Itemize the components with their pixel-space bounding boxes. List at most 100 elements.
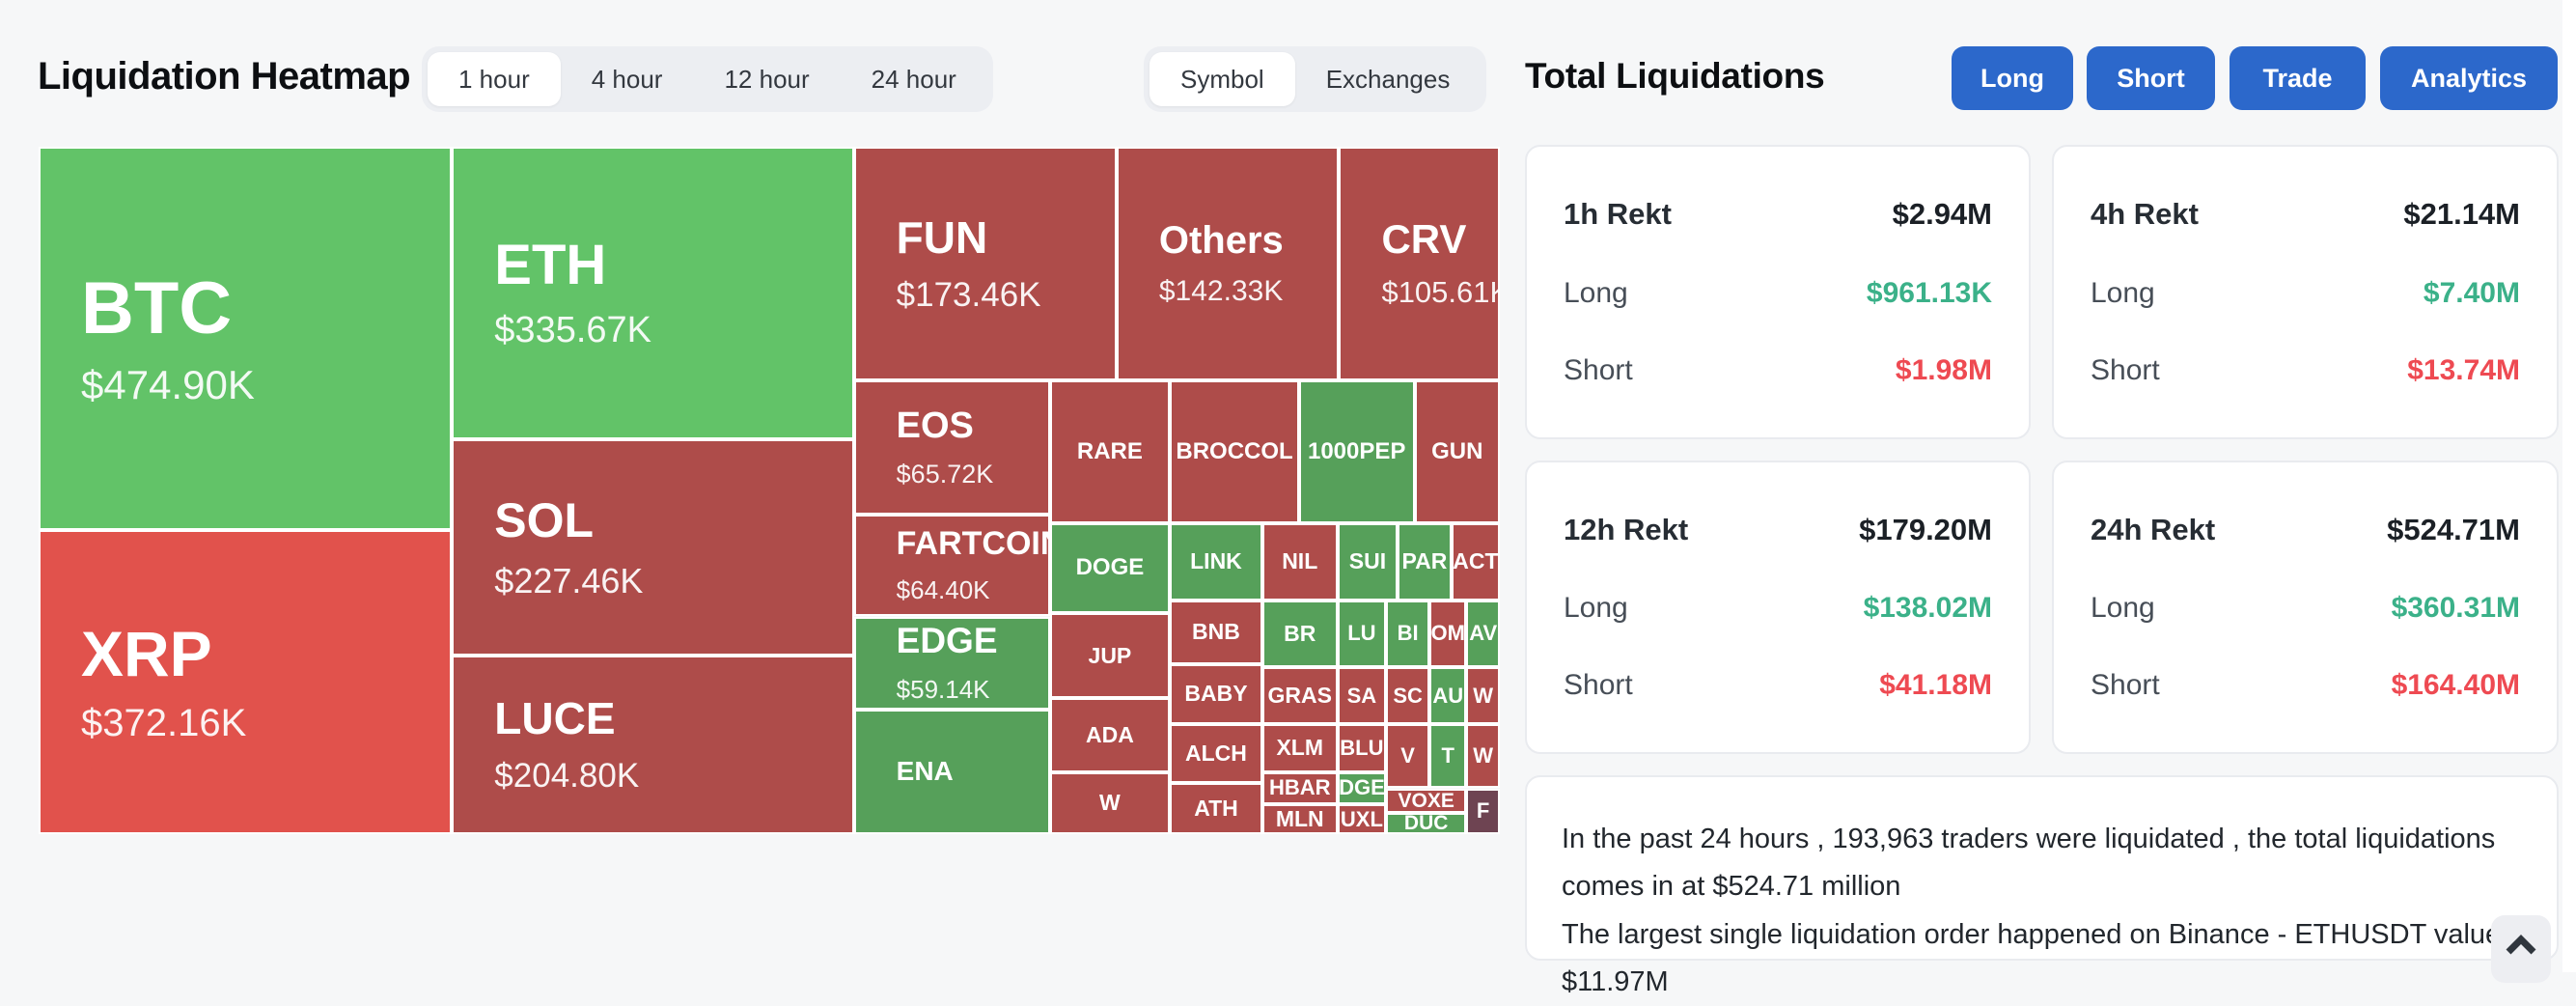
tab-1-hour[interactable]: 1 hour <box>428 52 561 106</box>
period-total: $21.14M <box>2403 197 2520 231</box>
treemap-cell-edge[interactable]: EDGE $59.14K <box>853 616 1050 711</box>
treemap-cell-doge[interactable]: DOGE <box>1049 522 1171 614</box>
treemap-cell-sui[interactable]: SUI <box>1337 522 1399 601</box>
treemap-cell-bi[interactable]: BI <box>1386 600 1430 668</box>
cell-symbol: GUN <box>1431 437 1483 464</box>
treemap-cell-sol[interactable]: SOL $227.46K <box>452 439 854 657</box>
cell-symbol: BROCCOL <box>1176 437 1293 464</box>
treemap-cell-mln[interactable]: MLN <box>1261 804 1338 834</box>
treemap-cell-om[interactable]: OM <box>1429 600 1467 668</box>
trade-button[interactable]: Trade <box>2230 46 2366 110</box>
period-total: $179.20M <box>1859 513 1992 546</box>
tab-24-hour[interactable]: 24 hour <box>871 64 956 94</box>
treemap-cell-w[interactable]: W <box>1466 667 1500 725</box>
treemap-cell-rare[interactable]: RARE <box>1049 380 1171 523</box>
rekt-card-1h: 1h Rekt $2.94M Long $961.13K Short $1.98M <box>1525 145 2031 439</box>
treemap-cell-baby[interactable]: BABY <box>1170 663 1262 725</box>
cell-symbol: XLM <box>1276 735 1323 761</box>
treemap-cell-gras[interactable]: GRAS <box>1261 667 1338 725</box>
treemap-cell-others[interactable]: Others $142.33K <box>1116 147 1340 381</box>
treemap-cell-w[interactable]: W <box>1466 724 1500 789</box>
liquidation-summary: In the past 24 hours , 193,963 traders w… <box>1525 775 2559 997</box>
treemap-cell-blu[interactable]: BLU <box>1337 724 1387 772</box>
cell-symbol: BLU <box>1340 735 1384 760</box>
tab-12-hour[interactable]: 12 hour <box>724 64 810 94</box>
period-label: 12h Rekt <box>1564 513 1689 546</box>
cell-value: $474.90K <box>81 362 255 408</box>
period-label: 1h Rekt <box>1564 197 1672 231</box>
cell-symbol: NIL <box>1282 548 1318 574</box>
treemap-cell-nil[interactable]: NIL <box>1261 522 1338 601</box>
treemap-cell-lu[interactable]: LU <box>1337 600 1387 668</box>
treemap-cell-fartcoin[interactable]: FARTCOIN $64.40K <box>853 515 1050 617</box>
treemap-cell-f[interactable]: F <box>1466 788 1500 834</box>
analytics-button[interactable]: Analytics <box>2380 46 2558 110</box>
toggle-exchanges[interactable]: Exchanges <box>1325 64 1451 94</box>
short-value: $41.18M <box>1879 669 1992 701</box>
treemap-cell-v[interactable]: V <box>1386 724 1430 789</box>
treemap-cell-uxl[interactable]: UXL <box>1337 804 1387 834</box>
treemap-cell-av[interactable]: AV <box>1466 600 1500 668</box>
cell-symbol: JUP <box>1088 642 1132 668</box>
treemap-cell-fun[interactable]: FUN $173.46K <box>853 147 1117 381</box>
short-value: $1.98M <box>1895 354 1992 386</box>
short-button[interactable]: Short <box>2087 46 2215 110</box>
long-button[interactable]: Long <box>1952 46 2073 110</box>
treemap-cell-br[interactable]: BR <box>1261 600 1338 668</box>
treemap-cell-hbar[interactable]: HBAR <box>1261 771 1338 805</box>
cell-symbol: BABY <box>1184 681 1248 707</box>
short-value: $164.40M <box>2391 669 2520 701</box>
cell-symbol: LUCE <box>494 693 616 744</box>
treemap-cell-eos[interactable]: EOS $65.72K <box>853 380 1050 516</box>
cell-symbol: DOGE <box>1075 554 1145 581</box>
treemap-cell-t[interactable]: T <box>1429 724 1467 789</box>
long-label: Long <box>2091 592 2155 624</box>
cell-value: $173.46K <box>896 275 1041 314</box>
cell-value: $65.72K <box>896 460 994 489</box>
treemap-cell-w[interactable]: W <box>1049 771 1171 834</box>
cell-symbol: XRP <box>81 617 212 689</box>
total-liquidations-title: Total Liquidations <box>1525 56 1825 96</box>
cell-symbol: SA <box>1346 683 1377 708</box>
scroll-to-top-button[interactable] <box>2491 915 2551 983</box>
treemap-cell-duc[interactable]: DUC <box>1386 812 1467 834</box>
cell-value: $372.16K <box>81 702 247 745</box>
treemap-cell-sa[interactable]: SA <box>1337 667 1387 725</box>
treemap-cell-dge[interactable]: DGE <box>1337 771 1387 805</box>
treemap-cell-1000pep[interactable]: 1000PEP <box>1298 380 1415 523</box>
treemap-cell-bnb[interactable]: BNB <box>1170 600 1262 664</box>
treemap-cell-ena[interactable]: ENA <box>853 710 1050 834</box>
long-value: $961.13K <box>1866 276 1992 309</box>
period-total: $2.94M <box>1892 197 1992 231</box>
treemap-cell-sc[interactable]: SC <box>1386 667 1430 725</box>
treemap-cell-broccol[interactable]: BROCCOL <box>1170 380 1299 523</box>
treemap-cell-link[interactable]: LINK <box>1170 522 1262 601</box>
summary-line-1: In the past 24 hours , 193,963 traders w… <box>1562 824 2496 903</box>
treemap-cell-voxe[interactable]: VOXE <box>1386 788 1467 813</box>
treemap-cell-act[interactable]: ACT <box>1451 522 1500 601</box>
cell-symbol: ALCH <box>1185 741 1247 767</box>
treemap-cell-gun[interactable]: GUN <box>1414 380 1500 523</box>
cell-symbol: Others <box>1158 219 1284 263</box>
treemap-cell-jup[interactable]: JUP <box>1049 613 1171 699</box>
toggle-symbol[interactable]: Symbol <box>1150 52 1295 106</box>
long-value: $7.40M <box>2423 276 2520 309</box>
treemap-cell-xrp[interactable]: XRP $372.16K <box>39 529 453 834</box>
tab-4-hour[interactable]: 4 hour <box>591 64 663 94</box>
treemap-cell-par[interactable]: PAR <box>1398 522 1452 601</box>
long-label: Long <box>1564 276 1628 309</box>
treemap-cell-ada[interactable]: ADA <box>1049 698 1171 772</box>
treemap-cell-alch[interactable]: ALCH <box>1170 724 1262 784</box>
treemap-cell-au[interactable]: AU <box>1429 667 1467 725</box>
treemap-cell-eth[interactable]: ETH $335.67K <box>452 147 854 440</box>
cell-value: $142.33K <box>1158 275 1284 308</box>
treemap-cell-luce[interactable]: LUCE $204.80K <box>452 656 854 834</box>
treemap-cell-ath[interactable]: ATH <box>1170 783 1262 834</box>
treemap-cell-xlm[interactable]: XLM <box>1261 724 1338 772</box>
treemap-cell-btc[interactable]: BTC $474.90K <box>39 147 453 530</box>
period-label: 4h Rekt <box>2091 197 2199 231</box>
treemap-cell-crv[interactable]: CRV $105.61K <box>1339 147 1500 381</box>
cell-symbol: F <box>1476 798 1490 824</box>
cell-symbol: FARTCOIN <box>896 524 1050 562</box>
long-label: Long <box>2091 276 2155 309</box>
